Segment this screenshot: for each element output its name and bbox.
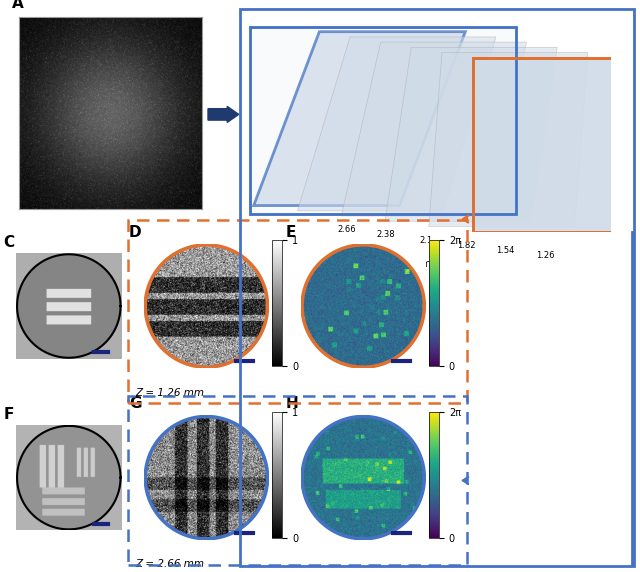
Bar [250,27,516,214]
Text: Z = 1.26 mm: Z = 1.26 mm [135,388,204,398]
FancyBboxPatch shape [250,27,516,214]
Text: 2.1: 2.1 [419,236,433,245]
Polygon shape [341,42,527,216]
Text: C: C [3,235,15,250]
Text: E: E [286,225,296,240]
Polygon shape [385,47,557,221]
Text: Axial Distance [mm]: Axial Distance [mm] [335,258,435,268]
Polygon shape [429,53,588,227]
Text: 2.66: 2.66 [337,225,356,234]
Polygon shape [253,31,465,205]
Text: G: G [129,396,141,411]
Text: 1.82: 1.82 [456,241,475,250]
Text: 1.26: 1.26 [536,251,555,260]
Text: Z = 2.66 mm: Z = 2.66 mm [135,559,204,569]
Polygon shape [298,37,496,211]
Text: B: B [221,0,232,3]
Polygon shape [472,58,618,232]
Text: H: H [286,396,299,411]
Text: D: D [129,225,141,240]
Text: F: F [3,407,13,422]
Text: 1.54: 1.54 [497,246,515,255]
Text: A: A [12,0,24,11]
Text: 2.38: 2.38 [377,231,396,239]
